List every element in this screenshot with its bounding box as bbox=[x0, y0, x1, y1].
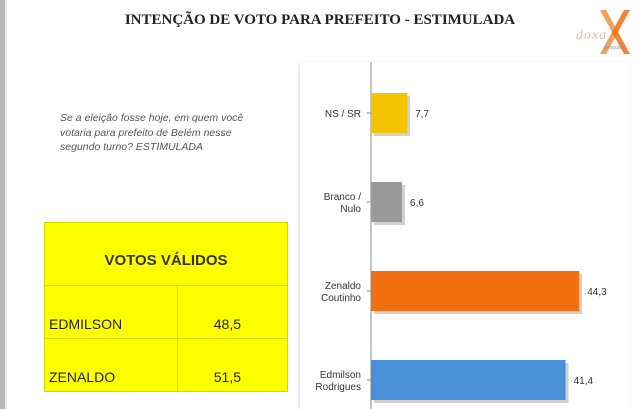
page-title: INTENÇÃO DE VOTO PARA PREFEITO - ESTIMUL… bbox=[124, 12, 516, 28]
candidate-value: 51,5 bbox=[177, 338, 288, 392]
category-label: NS / SR bbox=[325, 109, 361, 120]
candidate-name: EDMILSON bbox=[44, 285, 178, 339]
bar bbox=[371, 271, 580, 311]
logo-text: doxa bbox=[576, 28, 608, 43]
category-label: Branco / bbox=[324, 192, 361, 203]
left-decorative-bar bbox=[0, 0, 5, 409]
table-row: EDMILSON 48,5 bbox=[44, 285, 288, 339]
category-label: Rodrigues bbox=[315, 382, 361, 393]
left-decorative-bar-inner bbox=[5, 0, 7, 409]
logo-arrow-right-icon bbox=[612, 10, 630, 54]
bar bbox=[371, 182, 403, 222]
category-label: Zenaldo bbox=[325, 281, 362, 292]
data-label: 44,3 bbox=[587, 287, 607, 298]
bar bbox=[371, 93, 408, 133]
category-label: Edmilson bbox=[320, 370, 361, 381]
chart-panel: 7,7 NS / SR 6,6 Branco / Nulo 44,3 Zenaldo Cout… bbox=[300, 62, 630, 409]
valid-votes-table: VOTOS VÁLIDOS EDMILSON 48,5 ZENALDO 51,5 bbox=[44, 222, 288, 392]
doxa-logo bbox=[600, 10, 630, 54]
logo-subtext: pesquisa bbox=[604, 45, 625, 51]
candidate-value: 48,5 bbox=[177, 285, 288, 339]
survey-question: Se a eleição fosse hoje, em quem você vo… bbox=[60, 112, 244, 153]
category-label: Coutinho bbox=[321, 293, 361, 304]
data-label: 41,4 bbox=[574, 376, 594, 387]
data-label: 7,7 bbox=[415, 109, 429, 120]
category-label: Nulo bbox=[340, 204, 361, 215]
valid-votes-header: VOTOS VÁLIDOS bbox=[44, 222, 288, 286]
bar bbox=[371, 360, 566, 400]
candidate-name: ZENALDO bbox=[44, 338, 178, 392]
bar-chart: 7,7 NS / SR 6,6 Branco /Nulo 44,3 ZenaldoCout… bbox=[315, 62, 607, 409]
data-label: 6,6 bbox=[410, 198, 424, 209]
table-row: ZENALDO 51,5 bbox=[44, 338, 288, 392]
